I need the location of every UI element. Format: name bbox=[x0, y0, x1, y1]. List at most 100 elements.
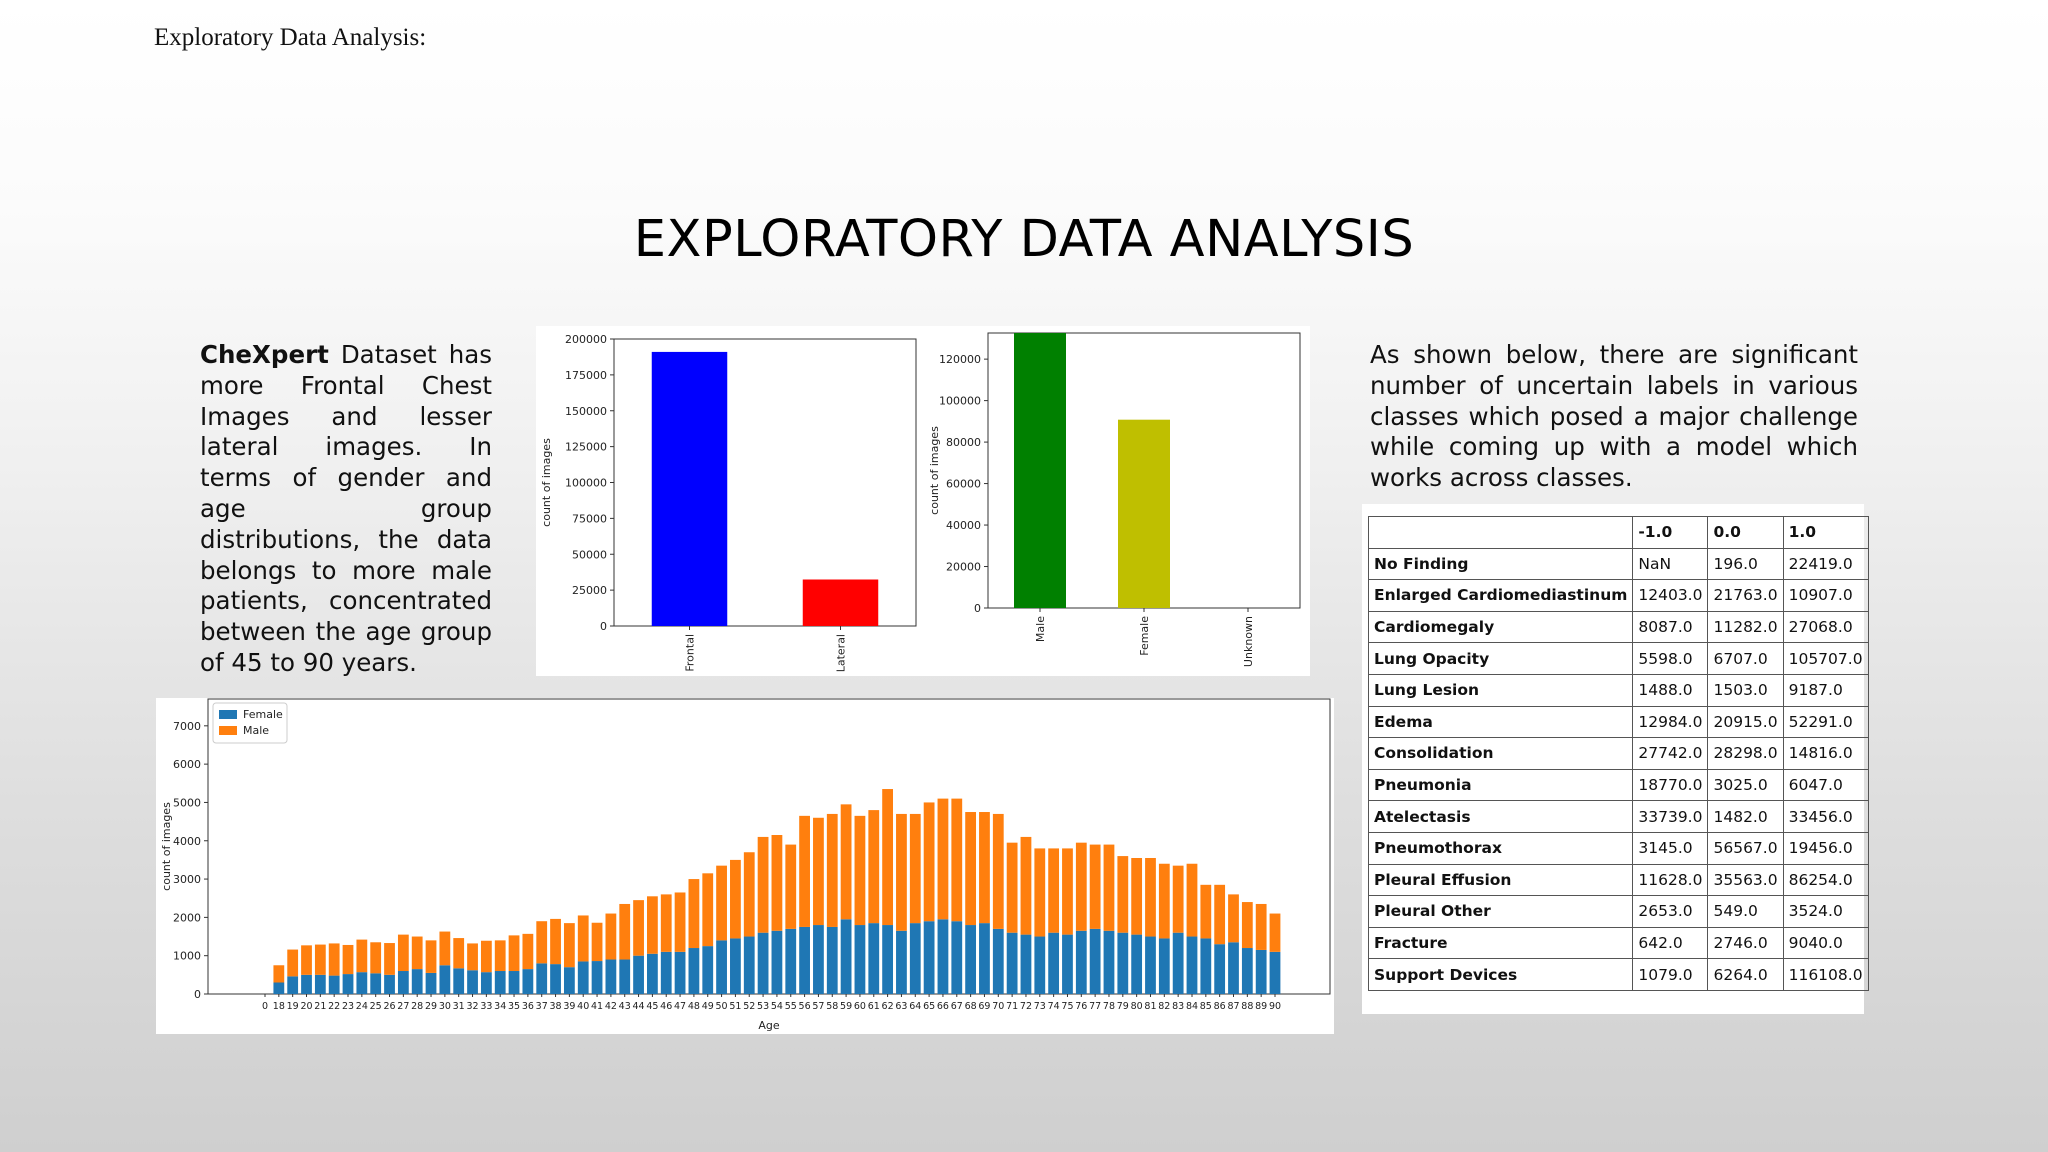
age-bar-female bbox=[1145, 936, 1156, 994]
table-cell: 52291.0 bbox=[1782, 705, 1869, 739]
age-bar-male bbox=[1048, 848, 1060, 933]
table-cell: 9040.0 bbox=[1782, 926, 1869, 960]
table-cell: 6047.0 bbox=[1782, 768, 1869, 802]
age-bar-male bbox=[563, 923, 575, 968]
age-chart-x-tick-label: 26 bbox=[383, 1001, 395, 1012]
age-bar-male bbox=[909, 813, 921, 924]
table-row: Cardiomegaly 8087.0 11282.0 27068.0 bbox=[1367, 610, 1869, 644]
table-header-row: -1.0 0.0 1.0 bbox=[1367, 516, 1869, 549]
age-bar-male bbox=[411, 936, 423, 970]
table-cell: 1079.0 bbox=[1632, 958, 1709, 991]
age-bar-female bbox=[301, 974, 312, 994]
gender-chart-x-tick-label: Male bbox=[1034, 616, 1047, 642]
age-bar-male bbox=[1241, 902, 1253, 949]
age-bar-female bbox=[826, 926, 838, 994]
age-chart-x-tick-label: 70 bbox=[992, 1001, 1004, 1012]
age-chart-x-tick-label: 90 bbox=[1269, 1001, 1281, 1012]
table-cell: 105707.0 bbox=[1782, 642, 1869, 675]
age-bar-male bbox=[467, 943, 478, 971]
table-row: Lung Lesion 1488.0 1503.0 9187.0 bbox=[1367, 673, 1869, 707]
age-bar-female bbox=[799, 926, 810, 994]
age-chart-x-tick-label: 66 bbox=[937, 1001, 949, 1012]
age-bar-female bbox=[840, 919, 852, 994]
age-bar-female bbox=[633, 955, 644, 994]
age-chart-x-tick-label: 18 bbox=[273, 1001, 285, 1012]
age-bar-male bbox=[716, 865, 727, 941]
age-bar-female bbox=[397, 971, 409, 994]
view-position-chart-panel: 0 25000 50000 75000 100000 125000 150000 175000… bbox=[536, 326, 924, 676]
top-caption: Exploratory Data Analysis: bbox=[154, 24, 427, 51]
age-bar-male bbox=[854, 815, 866, 926]
age-chart-x-tick-label: 89 bbox=[1255, 1001, 1267, 1012]
age-bar-female bbox=[619, 959, 631, 994]
age-chart-x-tick-label: 65 bbox=[923, 1001, 935, 1012]
table-row-label: Pneumonia bbox=[1367, 768, 1634, 802]
table-cell: 22419.0 bbox=[1782, 547, 1869, 581]
gender-chart-x-tick-label: Unknown bbox=[1242, 616, 1255, 667]
table-row: No Finding NaN 196.0 22419.0 bbox=[1367, 547, 1869, 581]
age-bar-female bbox=[384, 974, 395, 994]
age-chart-x-tick-label: 80 bbox=[1131, 1001, 1143, 1012]
age-bar-female bbox=[1062, 934, 1073, 994]
view-position-chart: 0 25000 50000 75000 100000 125000 150000 175000… bbox=[540, 333, 917, 672]
age-chart-x-tick-label: 71 bbox=[1006, 1001, 1018, 1012]
age-bar-male bbox=[1062, 848, 1073, 935]
gender-chart-y-tick-label: 80000 bbox=[946, 436, 981, 449]
legend-swatch-female bbox=[219, 710, 237, 719]
table-header-cell: 1.0 bbox=[1782, 516, 1869, 549]
age-bar-male bbox=[314, 944, 326, 975]
table-row: Consolidation 27742.0 28298.0 14816.0 bbox=[1367, 737, 1869, 770]
age-distribution-chart: 0 1000 2000 3000 4000 5000 6000 7000 0 18 19 20 21 22… bbox=[160, 698, 1331, 1032]
age-bar-male bbox=[799, 815, 810, 927]
age-chart-x-tick-label: 56 bbox=[799, 1001, 811, 1012]
age-chart-x-tick-label: 33 bbox=[480, 1001, 492, 1012]
age-chart-x-tick-label: 32 bbox=[466, 1001, 478, 1012]
age-bar-male bbox=[550, 918, 561, 965]
table-row-label: Enlarged Cardiomediastinum bbox=[1367, 579, 1634, 612]
table-row-label: Cardiomegaly bbox=[1367, 610, 1634, 644]
age-bar-female bbox=[992, 928, 1004, 994]
table-row-label: Support Devices bbox=[1367, 958, 1634, 991]
gender-chart-bar-female bbox=[1118, 419, 1170, 608]
age-bar-female bbox=[1172, 932, 1184, 994]
age-bar-male bbox=[633, 900, 644, 956]
age-chart-x-tick-label: 69 bbox=[978, 1001, 990, 1012]
age-bar-female bbox=[1103, 930, 1115, 994]
age-bar-male bbox=[937, 798, 949, 920]
age-bar-male bbox=[494, 940, 506, 972]
age-bar-male bbox=[425, 940, 437, 973]
table-row: Pneumothorax 3145.0 56567.0 19456.0 bbox=[1367, 831, 1869, 865]
age-bar-female bbox=[660, 951, 672, 994]
table-row-label: Lung Opacity bbox=[1367, 642, 1634, 675]
age-bar-female bbox=[813, 925, 824, 994]
table-cell: 1482.0 bbox=[1707, 800, 1784, 833]
table-cell: 11628.0 bbox=[1632, 863, 1709, 897]
age-bar-male bbox=[301, 945, 312, 975]
age-bar-female bbox=[1131, 934, 1143, 994]
table-cell: 642.0 bbox=[1632, 926, 1709, 960]
age-bar-female bbox=[1269, 951, 1281, 994]
age-chart-x-tick-label: 83 bbox=[1172, 1001, 1184, 1012]
age-bar-female bbox=[1089, 928, 1101, 994]
age-chart-x-tick-label: 48 bbox=[688, 1001, 700, 1012]
age-bar-male bbox=[730, 859, 741, 939]
uncertain-labels-table: -1.0 0.0 1.0 No Finding NaN 196.0 22419.0 Enla… bbox=[1367, 516, 1869, 991]
age-bar-male bbox=[771, 835, 783, 931]
age-chart-x-tick-label: 23 bbox=[342, 1001, 354, 1012]
table-cell: 2653.0 bbox=[1632, 895, 1709, 928]
age-bar-male bbox=[660, 894, 672, 952]
age-bar-female bbox=[536, 963, 548, 994]
table-row-label: Consolidation bbox=[1367, 737, 1634, 770]
age-bar-female bbox=[563, 967, 575, 994]
age-bar-male bbox=[757, 836, 769, 933]
age-bar-male bbox=[605, 913, 617, 960]
table-cell: 14816.0 bbox=[1782, 737, 1869, 770]
age-chart-x-tick-label: 82 bbox=[1158, 1001, 1170, 1012]
age-chart-y-tick-label: 3000 bbox=[173, 873, 201, 886]
gender-chart-y-tick-label: 0 bbox=[974, 602, 981, 615]
age-bar-male bbox=[1145, 857, 1156, 937]
age-chart-x-tick-label: 49 bbox=[702, 1001, 714, 1012]
age-chart-x-tick-label: 55 bbox=[785, 1001, 797, 1012]
table-row-label: Pneumothorax bbox=[1367, 831, 1634, 865]
gender-chart-bar-male bbox=[1014, 333, 1066, 608]
